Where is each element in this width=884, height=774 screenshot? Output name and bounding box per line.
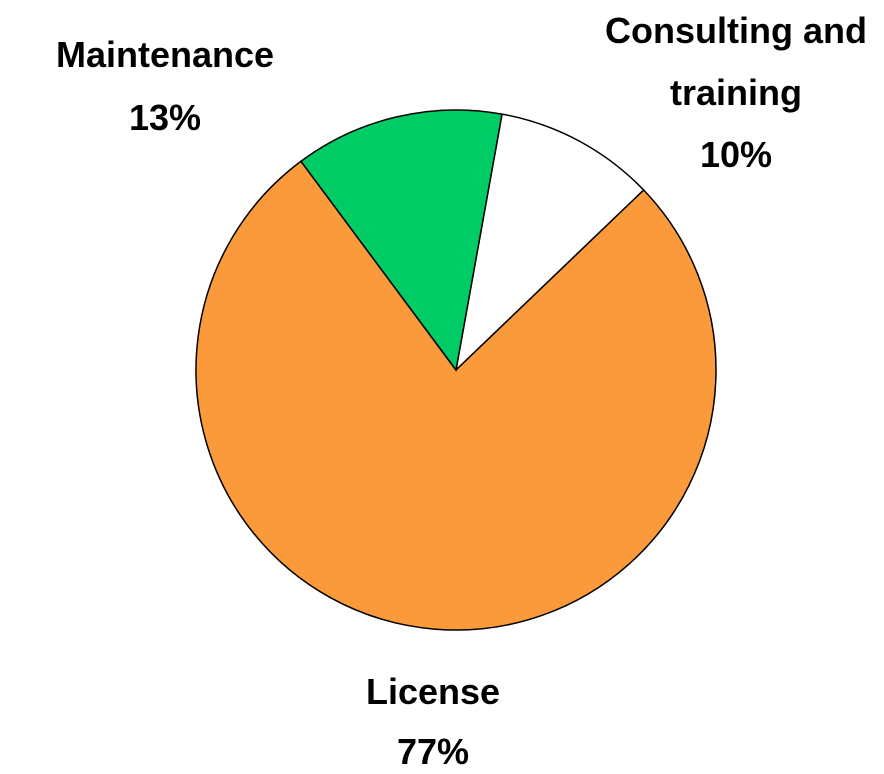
- slice-value-label: 13%: [128, 97, 202, 138]
- slice-label: Maintenance: [55, 34, 275, 75]
- pie-slice: [299, 109, 503, 372]
- pie-slice: [454, 113, 645, 373]
- slice-value-label: 77%: [396, 731, 470, 772]
- slice-label: License: [365, 671, 501, 712]
- slice-value-label: 10%: [699, 134, 773, 175]
- pie-slice: [195, 160, 717, 631]
- slice-label: Consulting and training: [605, 10, 867, 113]
